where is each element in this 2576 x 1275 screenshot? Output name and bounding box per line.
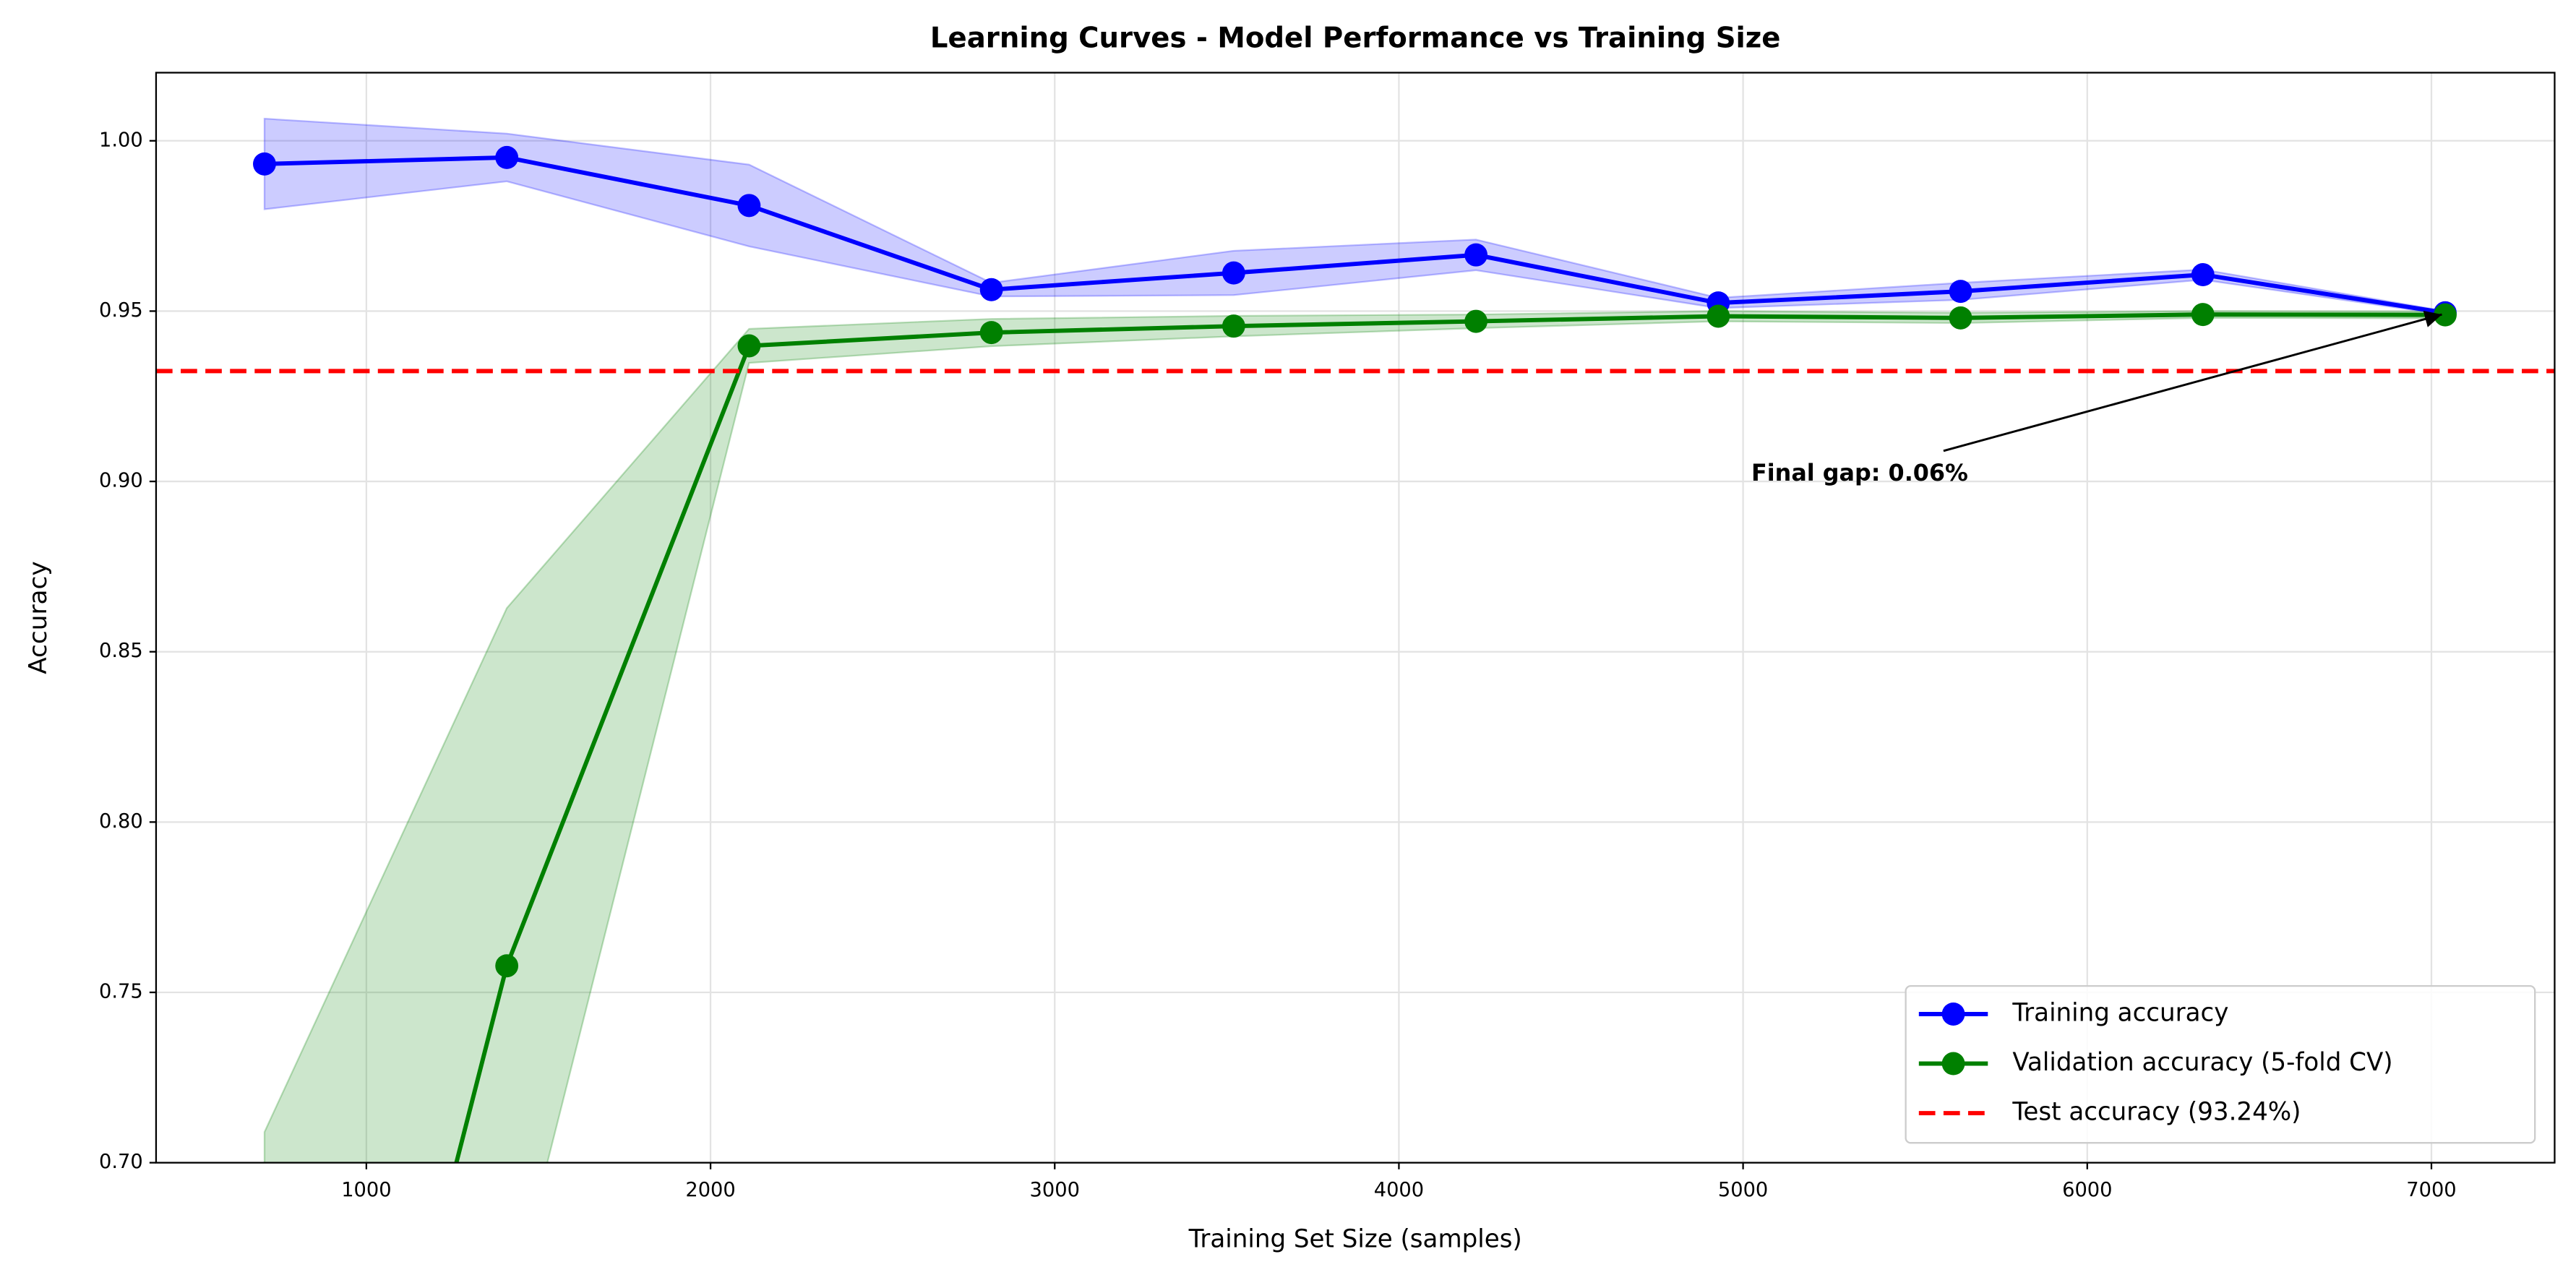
x-tick-label: 6000 xyxy=(2062,1179,2112,1201)
x-tick-label: 7000 xyxy=(2406,1179,2456,1201)
legend: Training accuracy Validation accuracy (5-… xyxy=(1905,984,2536,1144)
y-tick-label: 0.90 xyxy=(99,470,143,492)
legend-marker xyxy=(1941,1052,1965,1076)
series-line xyxy=(454,312,2446,1163)
y-tick-label: 0.85 xyxy=(99,640,143,662)
y-tick-label: 0.70 xyxy=(99,1151,143,1173)
point xyxy=(253,152,276,176)
annotation: Final gap: 0.06% xyxy=(1751,459,1968,486)
y-axis-label: Accuracy xyxy=(24,561,53,674)
x-tick-label: 1000 xyxy=(341,1179,391,1201)
point xyxy=(1706,304,1730,328)
series-line xyxy=(264,155,2446,315)
point xyxy=(737,194,761,218)
point xyxy=(1949,280,1972,304)
legend-label: Test accuracy (93.24%) xyxy=(2012,1098,2301,1127)
annotation-layer: Final gap: 0.06% xyxy=(1751,310,2442,486)
chart-title: Learning Curves - Model Performance vs T… xyxy=(930,22,1781,54)
y-tick-label: 0.95 xyxy=(99,299,143,322)
x-tick-label: 3000 xyxy=(1030,1179,1080,1201)
point xyxy=(495,145,519,169)
point xyxy=(1464,243,1488,267)
legend-marker xyxy=(1941,1002,1965,1026)
std-band xyxy=(263,117,2447,316)
x-tick-label: 2000 xyxy=(685,1179,735,1201)
axes: 1000 2000 3000 4000 5000 6000 7000 0.70 0.75 0.80… xyxy=(99,129,2457,1201)
y-tick-label: 0.80 xyxy=(99,810,143,833)
point xyxy=(979,321,1003,345)
point xyxy=(1949,306,1972,330)
point xyxy=(1464,309,1488,333)
plot-area xyxy=(155,117,2555,1163)
legend-label: Training accuracy xyxy=(2012,998,2228,1027)
point xyxy=(2191,263,2215,287)
point xyxy=(979,278,1003,301)
grid xyxy=(155,72,2555,1164)
x-tick-label: 4000 xyxy=(1374,1179,1424,1201)
point xyxy=(737,334,761,358)
point xyxy=(495,954,519,978)
legend-box xyxy=(1905,984,2536,1144)
point xyxy=(1222,261,1245,285)
x-tick-label: 5000 xyxy=(1718,1179,1768,1201)
point xyxy=(1222,314,1245,338)
plot-frame xyxy=(155,72,2556,1164)
y-tick-label: 0.75 xyxy=(99,980,143,1003)
point xyxy=(2191,303,2215,327)
y-tick-label: 1.00 xyxy=(99,129,143,151)
x-axis-label: Training Set Size (samples) xyxy=(1188,1224,1522,1253)
annotation-arrow xyxy=(1943,310,2442,452)
legend-label: Validation accuracy (5-fold CV) xyxy=(2012,1048,2392,1077)
